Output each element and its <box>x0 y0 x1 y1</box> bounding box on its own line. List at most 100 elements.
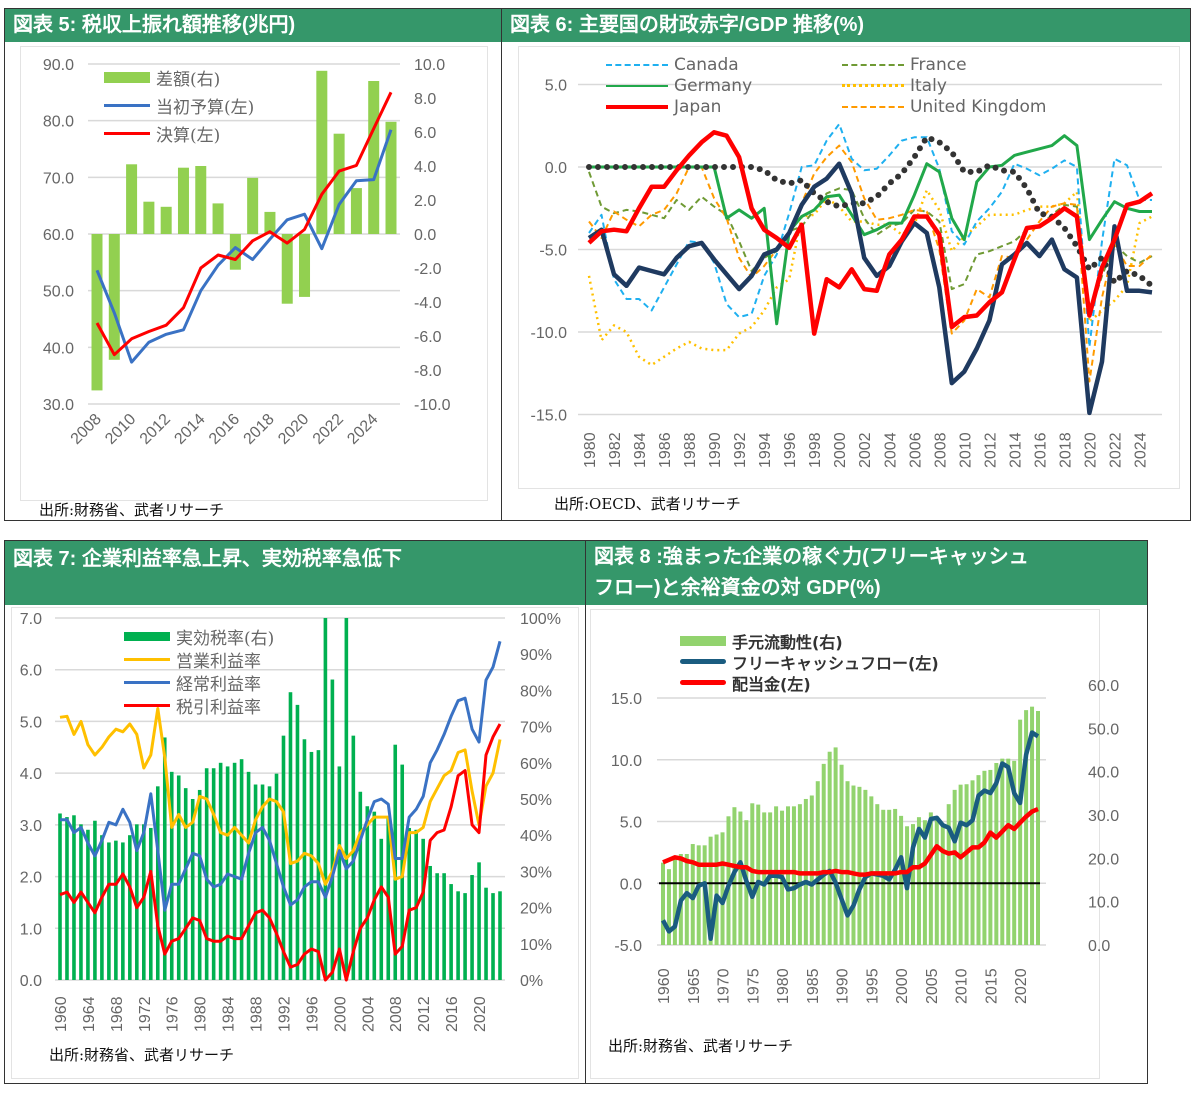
y-right-tick-label: -10.0 <box>414 397 451 414</box>
y-left-tick-label: 0.0 <box>20 973 42 990</box>
y-right-tick-label: 2.0 <box>414 193 436 210</box>
bar-0-2019 <box>1012 760 1017 945</box>
x-tick-label: 1988 <box>249 996 266 1032</box>
bar-0-1988 <box>253 784 258 980</box>
y-left-tick-label: 6.0 <box>20 663 42 680</box>
bar-0-2007 <box>940 824 945 945</box>
legend-swatch-line <box>680 680 726 685</box>
legend-swatch-bar <box>680 635 726 646</box>
y-right-tick-label: 60.0 <box>1088 678 1119 695</box>
legend-label: France <box>910 54 967 75</box>
legend-label: 税引利益率 <box>176 698 261 718</box>
x-tick-label: 2012 <box>137 411 174 448</box>
x-tick-label: 2004 <box>882 432 899 468</box>
panel-chart-5: 図表 5: 税収上振れ額推移(兆円) 出所:財務省、武者リサーチ <box>4 8 502 521</box>
y-left-tick-label: 1.0 <box>20 921 42 938</box>
bar-0-2022 <box>491 893 495 980</box>
bar-0-1992 <box>281 735 286 980</box>
legend-label: 当初予算(左) <box>156 97 255 118</box>
x-tick-label: 2016 <box>1032 432 1049 468</box>
legend-item-tax-rate: 実効税率(右) <box>124 625 274 649</box>
legend-label: Canada <box>674 54 739 75</box>
bar-0-1985 <box>232 762 237 980</box>
y-right-tick-label: 10% <box>520 937 552 954</box>
legend-label: 決算(左) <box>156 125 221 146</box>
legend-label: Germany <box>674 75 753 96</box>
x-tick-label: 1965 <box>686 968 703 1004</box>
bar-0-2015 <box>988 769 993 945</box>
legend-swatch-line <box>124 681 170 684</box>
x-tick-label: 1970 <box>716 968 733 1004</box>
x-tick-label: 2020 <box>1082 432 1099 468</box>
legend-item-fcf: フリーキャッシュフロー(左) <box>680 651 939 673</box>
legend-item-diff: 差額(右) <box>104 63 254 91</box>
bar-0-1994 <box>295 704 300 980</box>
bar-0-1989 <box>833 747 838 945</box>
legend-swatch-line <box>842 84 904 87</box>
chart-8-legend: 手元流動性(右) フリーキャッシュフロー(左) 配当金(左) <box>680 630 939 694</box>
bar-0-2010 <box>958 784 963 945</box>
bar-0-1995 <box>869 796 874 945</box>
bar-0-1968 <box>114 840 118 980</box>
x-tick-label: 2022 <box>1107 432 1124 468</box>
y-left-tick-label: 70.0 <box>43 170 74 187</box>
x-tick-label: 1968 <box>109 996 126 1032</box>
y-left-tick-label: 30.0 <box>43 397 74 414</box>
bar-0-1970 <box>720 832 725 945</box>
y-right-tick-label: 0.0 <box>414 227 436 244</box>
bar-0-1980 <box>197 789 202 980</box>
bar-0-2012 <box>970 780 975 945</box>
y-left-tick-label: 40.0 <box>43 340 74 357</box>
x-tick-label: 1984 <box>221 996 238 1032</box>
chart-7-source: 出所:財務省、武者リサーチ <box>49 1046 235 1064</box>
x-tick-label: 1960 <box>656 968 673 1004</box>
bar-0-2022 <box>1030 706 1035 945</box>
x-tick-label: 2008 <box>68 411 105 448</box>
bar-0-1986 <box>239 759 244 980</box>
bar-0-1996 <box>309 751 314 980</box>
y-right-tick-label: -8.0 <box>414 363 442 380</box>
chart-7: 7.0 6.0 5.0 4.0 3.0 2.0 1.0 0.0 100% 90% 80% 70% 60%… <box>20 611 561 1032</box>
x-tick-label: 2018 <box>1057 432 1074 468</box>
bar-0-1976 <box>169 771 174 980</box>
x-tick-label: 2010 <box>954 968 971 1004</box>
bar-0-1994 <box>863 789 868 945</box>
chart-5-title: 図表 5: 税収上振れ額推移(兆円) <box>5 9 501 42</box>
x-tick-label: 2005 <box>924 968 941 1004</box>
bar-0-1993 <box>857 786 862 945</box>
y-left-tick-label: 80.0 <box>43 114 74 131</box>
bar-0-2015 <box>442 873 446 980</box>
bar-0-2003 <box>916 817 921 945</box>
line-series-2 <box>587 130 1154 336</box>
y-right-tick-label: 10.0 <box>414 57 445 74</box>
y-left-tick-label: -10.0 <box>531 325 568 342</box>
chart-8-frame <box>590 609 1100 1079</box>
legend-label: 差額(右) <box>156 69 221 90</box>
bar-0-1989 <box>260 784 265 980</box>
x-tick-label: 1960 <box>53 996 70 1032</box>
line-series-3 <box>59 723 502 982</box>
x-tick-label: 1988 <box>682 432 699 468</box>
bar-0-1973 <box>148 827 153 980</box>
y-right-tick-label: 40% <box>520 828 552 845</box>
bar-0-1966 <box>100 835 104 980</box>
x-tick-label: 2016 <box>444 996 461 1032</box>
bar-0-2011 <box>964 784 969 945</box>
y-right-tick-label: 6.0 <box>414 125 436 142</box>
y-left-tick-label: 0.0 <box>545 160 567 177</box>
legend-item-settlement: 決算(左) <box>104 119 254 147</box>
y-left-tick-label: 15.0 <box>611 691 642 708</box>
bar-0-1990 <box>267 786 272 980</box>
x-tick-label: 2020 <box>1013 968 1030 1004</box>
y-right-tick-label: 0% <box>520 973 543 990</box>
legend-item-ordinary-margin: 経常利益率 <box>124 671 274 695</box>
y-left-tick-label: -15.0 <box>531 408 568 425</box>
bar-0-1977 <box>176 775 181 980</box>
line-series-5 <box>588 144 1153 383</box>
bar-0-2023 <box>350 188 362 234</box>
bar-0-2012 <box>421 838 425 980</box>
y-left-tick-label: 3.0 <box>20 818 42 835</box>
y-left-tick-label: -5.0 <box>614 938 642 955</box>
y-left-tick-label: 7.0 <box>20 611 42 628</box>
bar-0-1973 <box>738 811 743 945</box>
